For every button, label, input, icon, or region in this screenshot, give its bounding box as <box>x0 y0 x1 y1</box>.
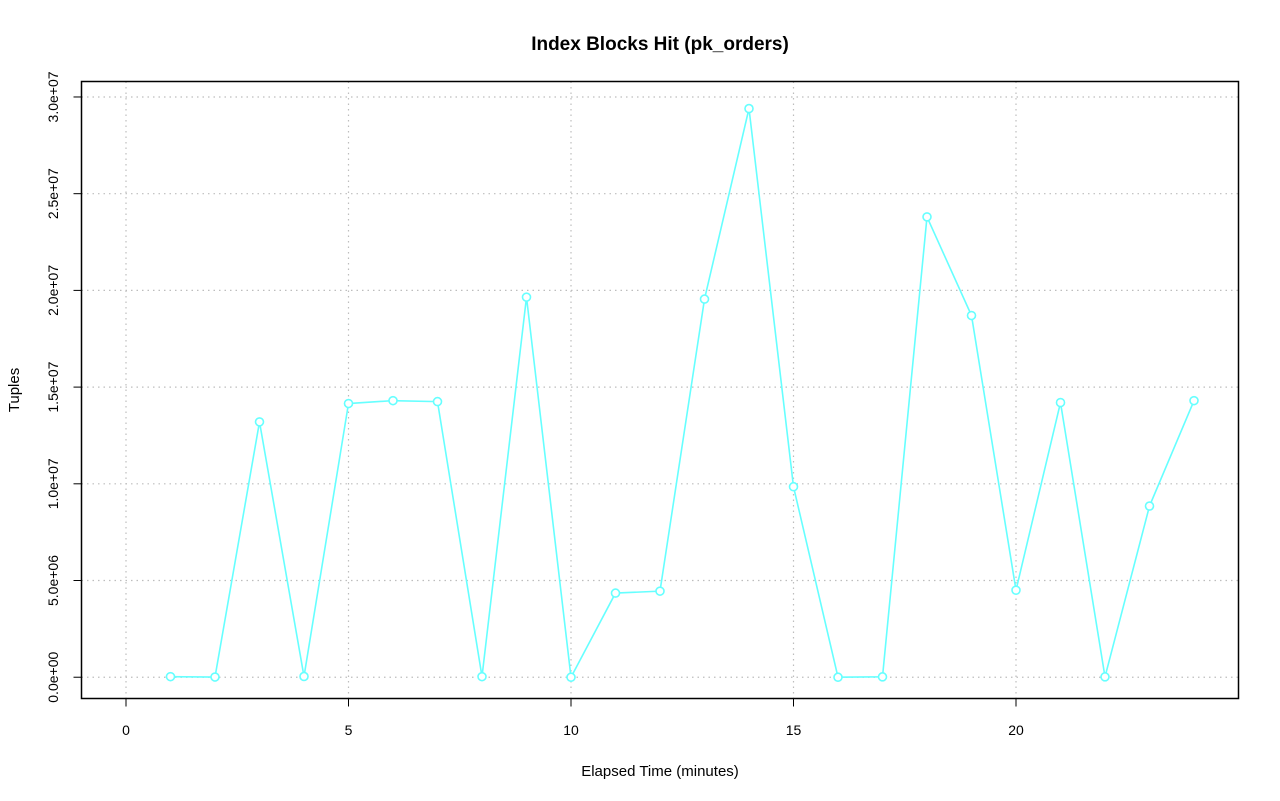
data-point <box>655 586 665 596</box>
data-point <box>165 671 176 682</box>
chart-title: Index Blocks Hit (pk_orders) <box>531 34 789 55</box>
data-point <box>299 671 309 682</box>
data-point <box>210 672 220 682</box>
data-point <box>1189 395 1199 406</box>
y-tick-label: 1.0e+07 <box>45 458 61 509</box>
series-line <box>170 108 1195 680</box>
y-axis-label: Tuples <box>6 368 23 412</box>
data-point <box>788 481 799 492</box>
data-point <box>566 672 576 683</box>
x-axis-label: Elapsed Time (minutes) <box>581 763 739 780</box>
x-tick-label: 20 <box>1008 722 1024 738</box>
y-tick-label: 2.0e+07 <box>45 265 61 316</box>
data-point <box>922 212 932 222</box>
data-point <box>521 292 532 302</box>
y-tick-label: 5.0e+06 <box>45 555 61 606</box>
y-tick-label: 0.0e+00 <box>45 652 61 703</box>
data-point <box>610 588 621 598</box>
x-tick-label: 5 <box>345 722 353 738</box>
data-point <box>343 398 354 409</box>
x-axis: 0 5 10 15 20 <box>122 698 1024 738</box>
data-point <box>1011 585 1021 595</box>
data-point <box>744 103 754 114</box>
x-tick-label: 15 <box>786 722 802 738</box>
y-tick-label: 3.0e+07 <box>45 71 61 122</box>
y-tick-label: 1.5e+07 <box>45 361 61 412</box>
y-tick-label: 2.5e+07 <box>45 168 61 219</box>
plot-frame <box>80 80 1240 700</box>
data-point <box>1055 397 1066 408</box>
data-point <box>833 672 843 683</box>
data-point <box>254 417 265 427</box>
data-point <box>1100 672 1110 682</box>
data-point <box>1144 501 1155 511</box>
data-point <box>388 395 398 406</box>
data-point <box>699 294 710 304</box>
data-point <box>477 671 487 682</box>
x-tick-label: 10 <box>563 722 579 738</box>
data-point <box>877 672 888 682</box>
y-axis: 0.0e+00 5.0e+06 1.0e+07 1.5e+07 2.0e+07 2.5e+… <box>45 71 82 703</box>
x-tick-label: 0 <box>122 722 130 738</box>
data-series <box>165 103 1199 683</box>
gridlines <box>81 81 1239 699</box>
data-point <box>432 396 443 407</box>
data-point <box>966 310 977 321</box>
